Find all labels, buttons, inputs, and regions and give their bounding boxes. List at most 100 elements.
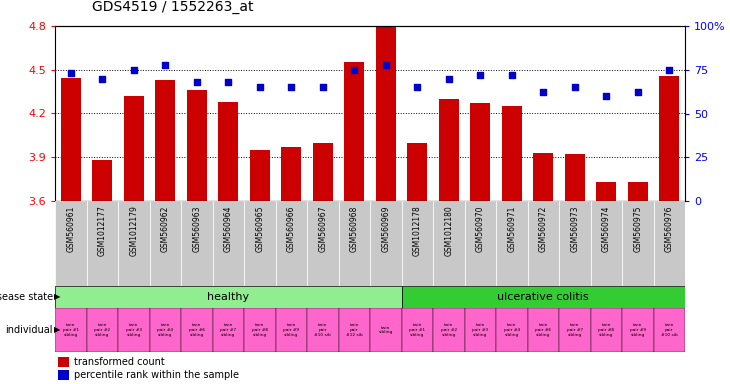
- Point: [348, 67, 360, 73]
- Bar: [58, 370, 69, 380]
- Text: twin
pair #7
sibling: twin pair #7 sibling: [566, 323, 583, 337]
- Bar: [281, 147, 301, 201]
- Bar: [86, 308, 118, 352]
- Bar: [181, 308, 212, 352]
- Bar: [370, 308, 402, 352]
- Bar: [464, 308, 496, 352]
- Bar: [628, 182, 648, 201]
- Bar: [591, 201, 622, 286]
- Text: twin
pair #2
sibling: twin pair #2 sibling: [94, 323, 110, 337]
- Text: twin
pair
#12 sib: twin pair #12 sib: [346, 323, 363, 337]
- Point: [65, 70, 77, 76]
- Bar: [55, 201, 86, 286]
- Text: twin
pair #1
sibling: twin pair #1 sibling: [410, 323, 426, 337]
- Bar: [123, 96, 144, 201]
- Point: [474, 72, 486, 78]
- Text: twin
pair #6
sibling: twin pair #6 sibling: [535, 323, 551, 337]
- Bar: [186, 90, 207, 201]
- Bar: [55, 286, 402, 308]
- Bar: [150, 201, 181, 286]
- Text: GSM560963: GSM560963: [192, 205, 201, 252]
- Bar: [596, 182, 617, 201]
- Text: GSM560973: GSM560973: [570, 205, 579, 252]
- Bar: [559, 201, 591, 286]
- Bar: [439, 99, 459, 201]
- Text: GSM560968: GSM560968: [350, 205, 358, 252]
- Bar: [181, 201, 212, 286]
- Bar: [150, 308, 181, 352]
- Text: GSM560971: GSM560971: [507, 205, 516, 252]
- Text: twin
pair #9
sibling: twin pair #9 sibling: [630, 323, 646, 337]
- Bar: [86, 201, 118, 286]
- Text: GSM560965: GSM560965: [255, 205, 264, 252]
- Bar: [502, 106, 522, 201]
- Text: GSM560972: GSM560972: [539, 205, 548, 252]
- Bar: [622, 201, 653, 286]
- Text: GSM560966: GSM560966: [287, 205, 296, 252]
- Text: disease state: disease state: [0, 292, 53, 302]
- Text: twin
pair #8
sibling: twin pair #8 sibling: [252, 323, 268, 337]
- Bar: [533, 153, 553, 201]
- Point: [664, 67, 675, 73]
- Text: GSM560964: GSM560964: [224, 205, 233, 252]
- Bar: [375, 26, 396, 201]
- Text: twin
sibling: twin sibling: [379, 326, 393, 334]
- Text: healthy: healthy: [207, 292, 250, 302]
- Bar: [58, 357, 69, 367]
- Point: [191, 79, 203, 85]
- Bar: [559, 308, 591, 352]
- Bar: [307, 308, 339, 352]
- Text: percentile rank within the sample: percentile rank within the sample: [74, 370, 239, 380]
- Bar: [433, 201, 464, 286]
- Text: GSM1012177: GSM1012177: [98, 205, 107, 256]
- Text: twin
pair #8
sibling: twin pair #8 sibling: [598, 323, 615, 337]
- Point: [569, 84, 580, 90]
- Bar: [402, 308, 433, 352]
- Bar: [218, 102, 239, 201]
- Bar: [496, 308, 528, 352]
- Text: twin
pair #3
sibling: twin pair #3 sibling: [126, 323, 142, 337]
- Point: [506, 72, 518, 78]
- Text: twin
pair #7
sibling: twin pair #7 sibling: [220, 323, 237, 337]
- Text: GSM560962: GSM560962: [161, 205, 170, 252]
- Bar: [496, 201, 528, 286]
- Text: GSM560976: GSM560976: [665, 205, 674, 252]
- Bar: [339, 201, 370, 286]
- Bar: [61, 78, 81, 201]
- Point: [632, 89, 644, 96]
- Text: GSM560961: GSM560961: [66, 205, 75, 252]
- Bar: [212, 308, 244, 352]
- Text: GSM560970: GSM560970: [476, 205, 485, 252]
- Bar: [155, 80, 175, 201]
- Text: ▶: ▶: [54, 293, 61, 301]
- Text: twin
pair #4
sibling: twin pair #4 sibling: [157, 323, 173, 337]
- Text: GSM560967: GSM560967: [318, 205, 327, 252]
- Bar: [312, 143, 333, 201]
- Text: twin
pair
#10 sib: twin pair #10 sib: [661, 323, 677, 337]
- Point: [223, 79, 234, 85]
- Text: twin
pair #9
sibling: twin pair #9 sibling: [283, 323, 299, 337]
- Bar: [55, 308, 86, 352]
- Text: GSM1012180: GSM1012180: [445, 205, 453, 256]
- Bar: [370, 201, 402, 286]
- Point: [317, 84, 328, 90]
- Bar: [402, 201, 433, 286]
- Bar: [402, 286, 685, 308]
- Bar: [528, 201, 559, 286]
- Bar: [339, 308, 370, 352]
- Text: twin
pair
#10 sib: twin pair #10 sib: [315, 323, 331, 337]
- Point: [96, 75, 108, 81]
- Bar: [528, 308, 559, 352]
- Bar: [653, 201, 685, 286]
- Bar: [92, 160, 112, 201]
- Bar: [464, 201, 496, 286]
- Bar: [118, 308, 150, 352]
- Text: individual: individual: [6, 325, 53, 335]
- Text: GSM1012179: GSM1012179: [129, 205, 138, 256]
- Text: GSM1012178: GSM1012178: [412, 205, 422, 256]
- Bar: [244, 308, 275, 352]
- Bar: [307, 201, 339, 286]
- Point: [159, 61, 171, 68]
- Text: twin
pair #4
sibling: twin pair #4 sibling: [504, 323, 520, 337]
- Bar: [622, 308, 653, 352]
